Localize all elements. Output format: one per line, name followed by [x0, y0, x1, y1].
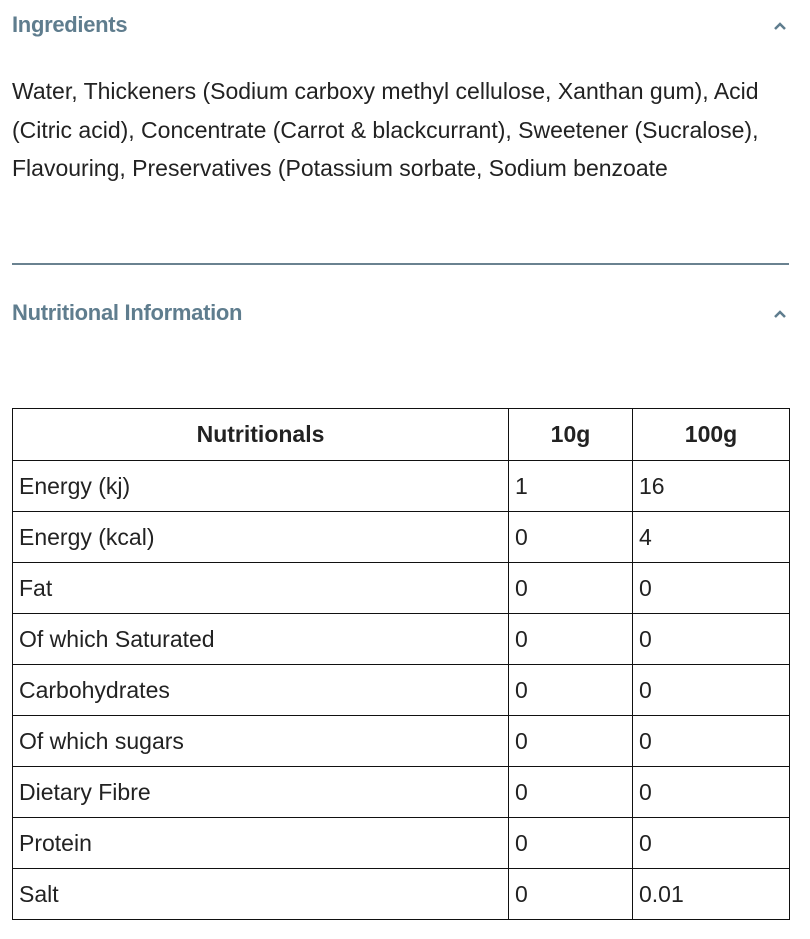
nutrient: Energy (kj) — [12, 460, 509, 512]
chevron-up-icon[interactable] — [770, 304, 790, 324]
nutrient: Of which Saturated — [12, 613, 509, 665]
header-100g: 100g — [632, 408, 790, 461]
table-row: Of which sugars 0 0 — [12, 715, 790, 767]
table-row: Protein 0 0 — [12, 817, 790, 869]
value-10g: 0 — [508, 562, 633, 614]
value-10g: 0 — [508, 511, 633, 563]
value-100g: 0 — [632, 613, 790, 665]
value-100g: 16 — [632, 460, 790, 512]
nutrition-heading[interactable]: Nutritional Information — [12, 300, 243, 325]
nutrient: Fat — [12, 562, 509, 614]
chevron-up-icon[interactable] — [770, 16, 790, 36]
nutrient: Carbohydrates — [12, 664, 509, 716]
nutrient: Energy (kcal) — [12, 511, 509, 563]
table-row: Fat 0 0 — [12, 562, 790, 614]
ingredients-text: Water, Thickeners (Sodium carboxy methyl… — [12, 78, 759, 181]
table-row: Salt 0 0.01 — [12, 868, 790, 920]
value-10g: 1 — [508, 460, 633, 512]
value-10g: 0 — [508, 613, 633, 665]
header-nutritionals: Nutritionals — [12, 408, 509, 461]
header-10g: 10g — [508, 408, 633, 461]
nutrient: Salt — [12, 868, 509, 920]
value-10g: 0 — [508, 817, 633, 869]
value-100g: 0 — [632, 664, 790, 716]
value-100g: 0 — [632, 766, 790, 818]
table-row: Energy (kcal) 0 4 — [12, 511, 790, 563]
ingredients-heading[interactable]: Ingredients — [12, 12, 128, 37]
nutrient: Protein — [12, 817, 509, 869]
value-100g: 0 — [632, 715, 790, 767]
table-header-row: Nutritionals 10g 100g — [12, 408, 790, 461]
value-100g: 0.01 — [632, 868, 790, 920]
nutrient: Dietary Fibre — [12, 766, 509, 818]
table-row: Energy (kj) 1 16 — [12, 460, 790, 512]
nutrition-table: Nutritionals 10g 100g Energy (kj) 1 16 Ener… — [12, 408, 790, 920]
value-10g: 0 — [508, 766, 633, 818]
value-100g: 4 — [632, 511, 790, 563]
value-10g: 0 — [508, 868, 633, 920]
value-100g: 0 — [632, 562, 790, 614]
divider — [12, 263, 789, 265]
nutrient: Of which sugars — [12, 715, 509, 767]
table-row: Of which Saturated 0 0 — [12, 613, 790, 665]
value-100g: 0 — [632, 817, 790, 869]
value-10g: 0 — [508, 664, 633, 716]
value-10g: 0 — [508, 715, 633, 767]
table-row: Carbohydrates 0 0 — [12, 664, 790, 716]
table-row: Dietary Fibre 0 0 — [12, 766, 790, 818]
